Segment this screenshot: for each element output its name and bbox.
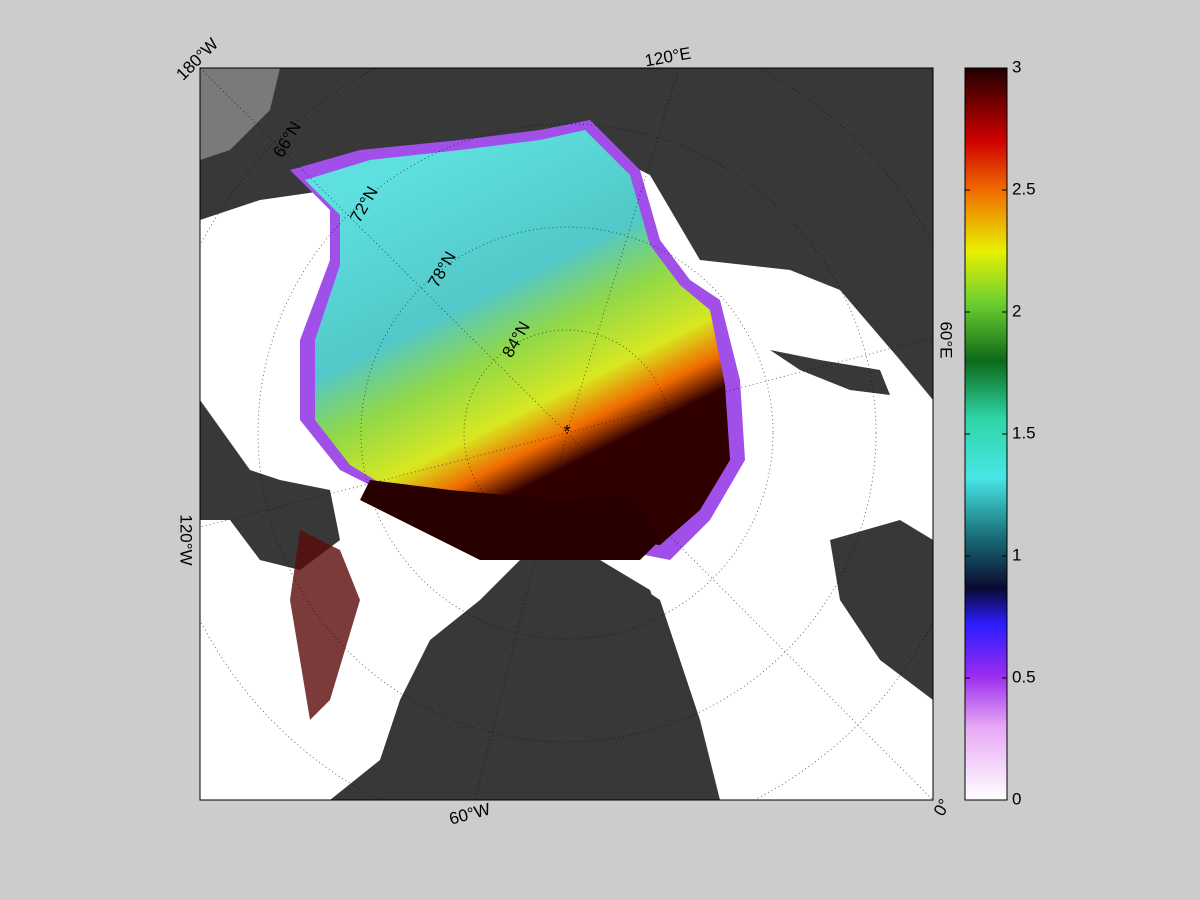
latitude-circle bbox=[360, 226, 774, 640]
map-frame bbox=[199, 67, 934, 801]
colorbar-tick-label: 2.5 bbox=[1012, 179, 1036, 198]
meridian bbox=[566, 337, 933, 434]
pole-marker: * bbox=[563, 422, 570, 442]
colorbar-gradient bbox=[964, 67, 1008, 801]
colorbar-tick-label: 1 bbox=[1012, 545, 1021, 564]
colorbar-tick-label: 3 bbox=[1012, 57, 1021, 76]
colorbar-tick-label: 2 bbox=[1012, 301, 1021, 320]
colorbar: 0 0.5 1 1.5 2 2.5 3 bbox=[964, 57, 1036, 808]
colorbar-tick-label: 1.5 bbox=[1012, 423, 1036, 442]
longitude-label: 120°E bbox=[643, 44, 692, 71]
thick-ice bbox=[360, 480, 660, 560]
graticule bbox=[200, 68, 933, 800]
land-fringe bbox=[200, 68, 280, 160]
island bbox=[770, 350, 890, 395]
latitude-circle bbox=[257, 123, 877, 743]
colorbar-tick-label: 0.5 bbox=[1012, 667, 1036, 686]
greenland bbox=[470, 560, 700, 800]
land bbox=[200, 400, 340, 570]
colorbar-tick-label: 0 bbox=[1012, 789, 1021, 808]
longitude-label: 0° bbox=[930, 796, 955, 820]
longitude-label: 60°W bbox=[447, 799, 492, 828]
sea-ice-thickness bbox=[305, 130, 730, 555]
map-area: * 66°N 72°N 78°N 84°N bbox=[200, 68, 933, 800]
longitude-label: 60°E bbox=[937, 321, 956, 358]
channel-ice bbox=[290, 530, 360, 720]
meridian bbox=[474, 432, 568, 800]
land bbox=[830, 520, 933, 700]
latitude-circle bbox=[463, 329, 671, 537]
longitude-label: 120°W bbox=[177, 514, 196, 565]
